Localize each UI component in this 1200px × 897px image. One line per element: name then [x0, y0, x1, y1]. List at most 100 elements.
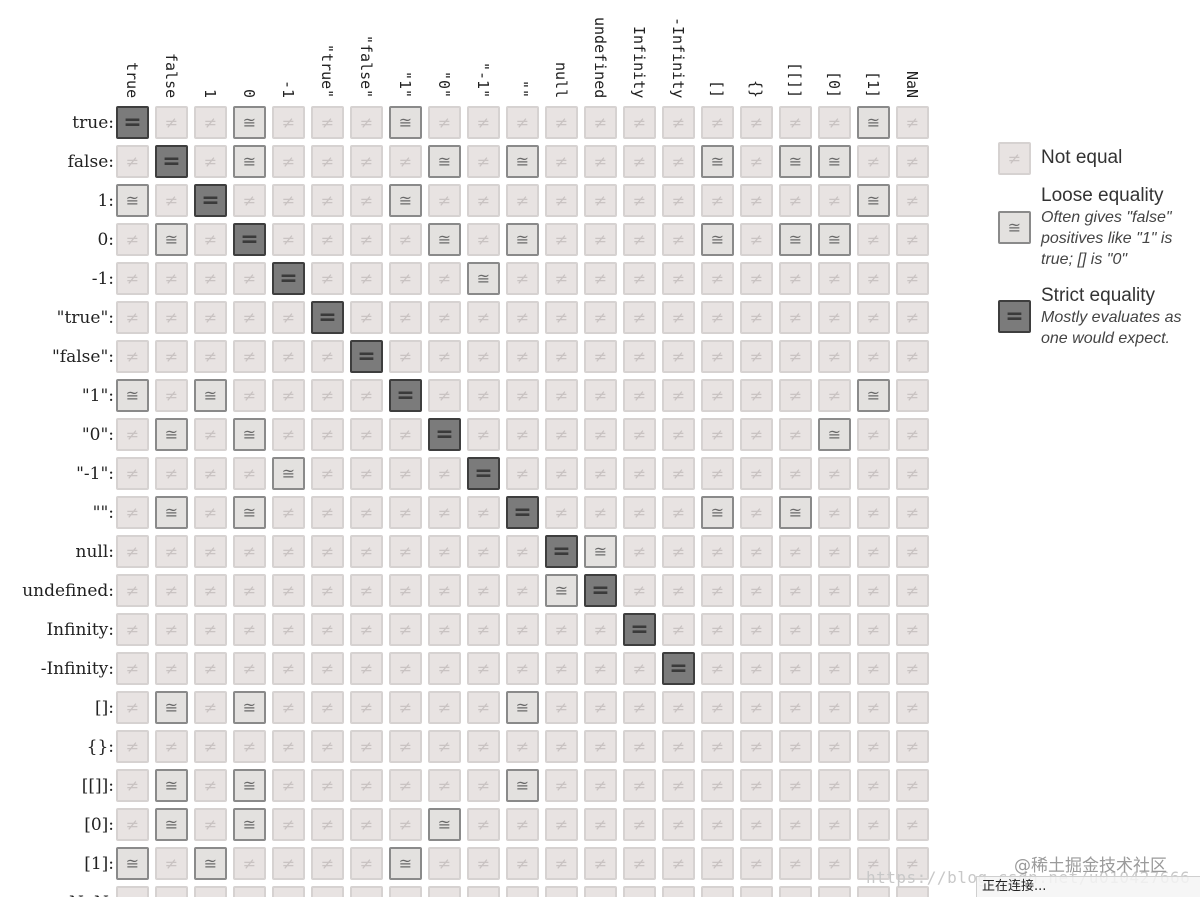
- column-header-7: "1": [392, 8, 418, 98]
- not-equal-icon: ≠: [437, 776, 452, 795]
- not-equal-icon: ≠: [398, 269, 413, 288]
- not-equal-icon: ≠: [632, 269, 647, 288]
- not-equal-icon: ≠: [515, 386, 530, 405]
- status-text: 正在连接...: [982, 879, 1047, 894]
- not-equal-icon: ≠: [437, 269, 452, 288]
- not-equal-icon: ≠: [281, 737, 296, 756]
- cell-not-equal: ≠: [545, 379, 578, 412]
- row-header-2: 1:: [97, 191, 114, 211]
- not-equal-icon: ≠: [359, 464, 374, 483]
- cell-not-equal: ≠: [272, 106, 305, 139]
- cell-not-equal: ≠: [155, 886, 188, 897]
- cell-not-equal: ≠: [857, 301, 890, 334]
- cell-not-equal: ≠: [428, 106, 461, 139]
- not-equal-icon: ≠: [827, 347, 842, 366]
- not-equal-icon: ≠: [437, 698, 452, 717]
- cell-not-equal: ≠: [662, 106, 695, 139]
- not-equal-icon: ≠: [593, 854, 608, 873]
- cell-not-equal: ≠: [701, 262, 734, 295]
- strict-equal-icon: =: [474, 461, 493, 486]
- not-equal-icon: ≠: [632, 347, 647, 366]
- not-equal-icon: ≠: [398, 815, 413, 834]
- cell-not-equal: ≠: [740, 847, 773, 880]
- not-equal-icon: ≠: [320, 815, 335, 834]
- not-equal-icon: ≠: [710, 386, 725, 405]
- loose-equal-icon: ≅: [593, 542, 608, 561]
- not-equal-icon: ≠: [671, 191, 686, 210]
- not-equal-icon: ≠: [749, 503, 764, 522]
- not-equal-icon: ≠: [359, 815, 374, 834]
- column-header-label: null: [552, 61, 570, 98]
- strict-equal-icon: =: [552, 539, 571, 564]
- cell-loose-equal: ≅: [428, 808, 461, 841]
- cell-not-equal: ≠: [857, 340, 890, 373]
- not-equal-icon: ≠: [320, 191, 335, 210]
- row-header-3: 0:: [97, 230, 114, 250]
- cell-not-equal: ≠: [545, 223, 578, 256]
- cell-not-equal: ≠: [311, 145, 344, 178]
- cell-not-equal: ≠: [701, 184, 734, 217]
- cell-not-equal: ≠: [701, 574, 734, 607]
- cell-not-equal: ≠: [272, 691, 305, 724]
- not-equal-icon: ≠: [125, 347, 140, 366]
- not-equal-icon: ≠: [281, 230, 296, 249]
- column-header-label: [[]]: [786, 61, 804, 98]
- cell-not-equal: ≠: [389, 496, 422, 529]
- not-equal-icon: ≠: [281, 659, 296, 678]
- column-header-11: null: [548, 8, 574, 98]
- cell-not-equal: ≠: [662, 418, 695, 451]
- not-equal-icon: ≠: [398, 230, 413, 249]
- column-header-label: "1": [396, 70, 414, 98]
- not-equal-icon: ≠: [554, 776, 569, 795]
- not-equal-icon: ≠: [594, 893, 607, 897]
- not-equal-icon: ≠: [710, 347, 725, 366]
- loose-equal-icon: ≅: [437, 152, 452, 171]
- not-equal-icon: ≠: [749, 191, 764, 210]
- cell-not-equal: ≠: [545, 496, 578, 529]
- not-equal-icon: ≠: [671, 269, 686, 288]
- not-equal-icon: ≠: [398, 698, 413, 717]
- not-equal-icon: ≠: [554, 386, 569, 405]
- not-equal-icon: ≠: [125, 308, 140, 327]
- cell-not-equal: ≠: [428, 379, 461, 412]
- not-equal-icon: ≠: [554, 269, 569, 288]
- not-equal-icon: ≠: [632, 386, 647, 405]
- cell-not-equal: ≠: [467, 652, 500, 685]
- not-equal-icon: ≠: [398, 581, 413, 600]
- not-equal-icon: ≠: [593, 503, 608, 522]
- cell-not-equal: ≠: [545, 106, 578, 139]
- cell-not-equal: ≠: [233, 301, 266, 334]
- not-equal-icon: ≠: [788, 464, 803, 483]
- cell-not-equal: ≠: [623, 340, 656, 373]
- cell-not-equal: ≠: [428, 652, 461, 685]
- not-equal-icon: ≠: [438, 893, 451, 897]
- not-equal-icon: ≠: [242, 620, 257, 639]
- cell-not-equal: ≠: [506, 730, 539, 763]
- cell-not-equal: ≠: [623, 847, 656, 880]
- not-equal-icon: ≠: [476, 815, 491, 834]
- cell-not-equal: ≠: [116, 886, 149, 897]
- not-equal-icon: ≠: [866, 308, 881, 327]
- not-equal-icon: ≠: [476, 581, 491, 600]
- not-equal-icon: ≠: [554, 503, 569, 522]
- cell-loose-equal: ≅: [857, 106, 890, 139]
- not-equal-icon: ≠: [827, 620, 842, 639]
- not-equal-icon: ≠: [125, 815, 140, 834]
- column-header-20: NaN: [899, 8, 925, 98]
- strict-equal-icon: =: [435, 422, 454, 447]
- cell-not-equal: ≠: [818, 340, 851, 373]
- not-equal-icon: ≠: [827, 854, 842, 873]
- not-equal-icon: ≠: [399, 893, 412, 897]
- not-equal-icon: ≠: [554, 464, 569, 483]
- loose-equal-icon: ≅: [242, 425, 257, 444]
- not-equal-icon: ≠: [359, 308, 374, 327]
- not-equal-icon: ≠: [203, 815, 218, 834]
- loose-equal-icon: ≅: [242, 113, 257, 132]
- cell-not-equal: ≠: [857, 262, 890, 295]
- not-equal-icon: ≠: [905, 854, 920, 873]
- cell-loose-equal: ≅: [818, 418, 851, 451]
- not-equal-icon: ≠: [710, 737, 725, 756]
- not-equal-icon: ≠: [593, 737, 608, 756]
- not-equal-icon: ≠: [203, 581, 218, 600]
- not-equal-icon: ≠: [164, 113, 179, 132]
